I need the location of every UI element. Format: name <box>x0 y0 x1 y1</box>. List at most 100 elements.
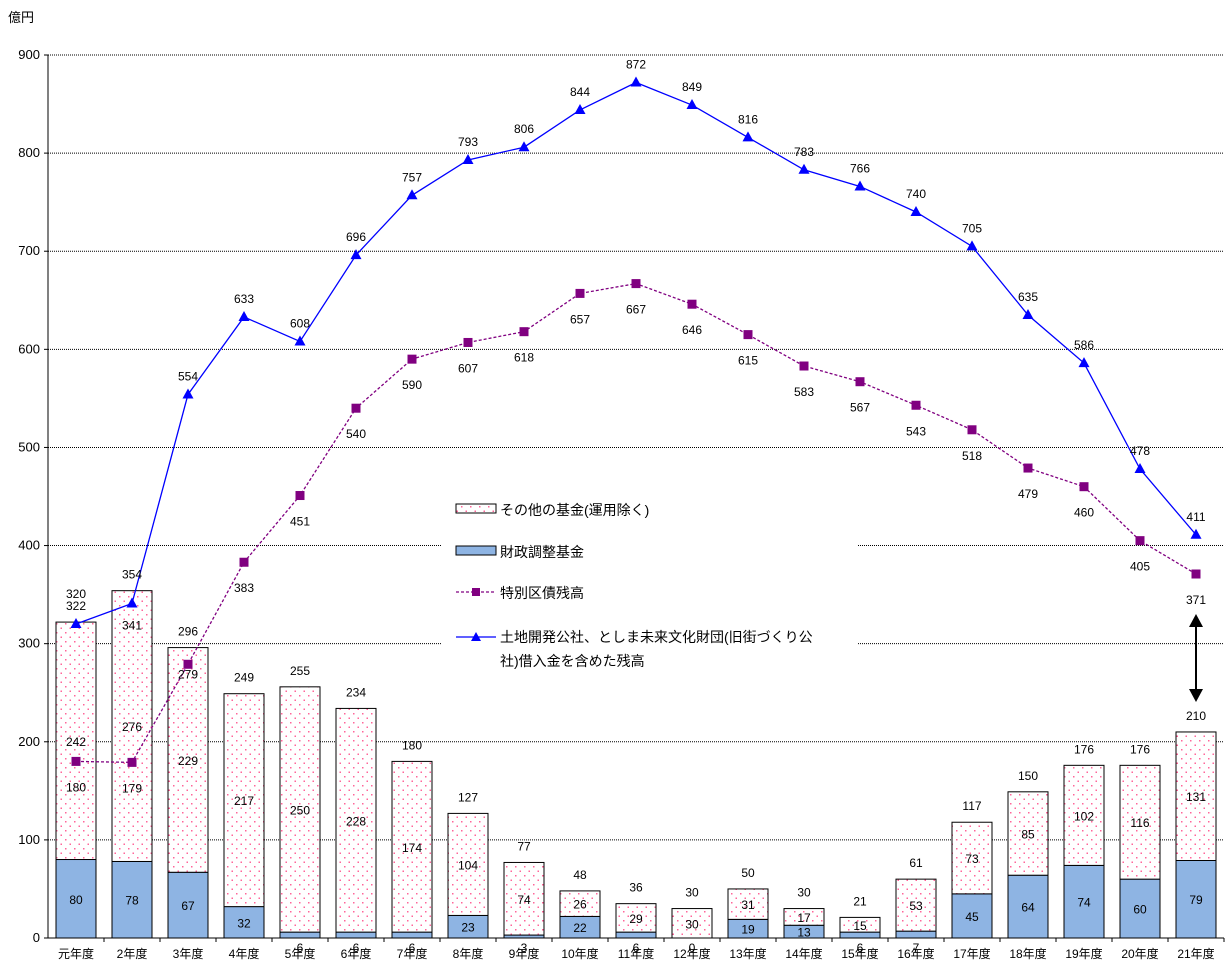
bar-other-funds <box>671 908 713 939</box>
legend-label-total-debt-line2: 社)借入金を含めた残高 <box>500 653 645 669</box>
special-bonds-label: 279 <box>178 667 198 681</box>
bar-total-label: 77 <box>517 839 531 853</box>
total-debt-marker <box>182 388 194 399</box>
bar-other-funds-label: 174 <box>402 841 422 855</box>
bar-total-label: 61 <box>909 856 923 870</box>
bar-fiscal-fund-label: 19 <box>741 923 755 937</box>
total-debt-marker <box>350 249 362 260</box>
special-bonds-label: 646 <box>682 323 702 337</box>
bar-other-funds <box>111 590 153 862</box>
x-tick-label: 10年度 <box>561 946 598 961</box>
total-debt-label: 411 <box>1186 510 1205 524</box>
bar-total-label: 210 <box>1186 709 1206 723</box>
legend-swatch-fiscal-fund <box>455 545 497 556</box>
bar-other-funds-label: 73 <box>965 852 979 866</box>
special-bonds-label: 618 <box>514 351 534 365</box>
x-tick-label: 16年度 <box>897 946 934 961</box>
y-tick-label: 400 <box>18 538 40 553</box>
bar-fiscal-fund-label: 3 <box>521 941 528 955</box>
bar-fiscal-fund-label: 32 <box>237 916 251 930</box>
x-tick-label: 7年度 <box>397 946 428 961</box>
bar-other-funds <box>55 621 97 861</box>
bar-fiscal-fund-label: 6 <box>633 941 640 955</box>
bar-fiscal-fund-label: 64 <box>1021 901 1035 915</box>
y-tick-label: 600 <box>18 341 40 356</box>
special-bonds-marker <box>911 400 921 410</box>
x-tick-label: 20年度 <box>1121 946 1158 961</box>
bar-fiscal-fund-label: 79 <box>1189 893 1203 907</box>
total-debt-label: 766 <box>850 161 870 175</box>
bar-other-funds <box>559 890 601 917</box>
total-debt-marker <box>238 310 250 321</box>
special-bonds-label: 180 <box>66 780 86 794</box>
bar-other-funds-label: 229 <box>178 754 198 768</box>
bar-fiscal-fund <box>839 931 881 939</box>
bar-fiscal-fund-label: 6 <box>297 941 304 955</box>
special-bonds-label: 667 <box>626 303 646 317</box>
bar-other-funds-label: 217 <box>234 794 254 808</box>
bar-fiscal-fund <box>895 930 937 939</box>
special-bonds-marker <box>855 377 865 387</box>
bar-other-funds-label: 250 <box>290 803 310 817</box>
y-tick-label: 500 <box>18 439 40 454</box>
total-debt-label: 635 <box>1018 290 1038 304</box>
total-debt-marker <box>406 189 418 200</box>
special-bonds-label: 451 <box>290 515 310 529</box>
total-debt-marker <box>518 141 530 152</box>
bar-fiscal-fund-label: 13 <box>797 926 811 940</box>
bar-other-funds-label: 228 <box>346 814 366 828</box>
bar-other-funds <box>951 821 993 895</box>
bar-other-funds-label: 17 <box>797 911 811 925</box>
bar-other-funds-label: 31 <box>741 898 755 912</box>
bar-other-funds <box>279 686 321 933</box>
y-tick-label: 0 <box>33 930 40 945</box>
bar-total-label: 234 <box>346 685 366 699</box>
total-debt-marker <box>126 597 138 608</box>
bar-other-funds-label: 15 <box>853 919 867 933</box>
bar-other-funds <box>167 647 209 873</box>
y-tick-label: 800 <box>18 145 40 160</box>
bar-other-funds <box>1119 764 1161 880</box>
y-tick-label: 900 <box>18 47 40 62</box>
total-debt-label: 341 <box>122 618 142 632</box>
special-bonds-label: 518 <box>962 449 982 463</box>
bar-total-label: 117 <box>962 799 981 813</box>
special-bonds-label: 583 <box>794 385 814 399</box>
bar-total-label: 30 <box>797 886 811 900</box>
bar-total-label: 249 <box>234 671 254 685</box>
special-bonds-marker <box>1191 569 1201 579</box>
legend-label-special-bonds: 特別区債残高 <box>500 585 584 601</box>
bar-fiscal-fund-label: 22 <box>573 921 587 935</box>
bar-other-funds-label: 53 <box>909 899 923 913</box>
total-debt-marker <box>910 205 922 216</box>
x-tick-label: 21年度 <box>1177 946 1214 961</box>
bar-other-funds-label: 30 <box>685 917 699 931</box>
total-debt-marker <box>1134 463 1146 474</box>
bar-fiscal-fund-label: 0 <box>689 941 696 955</box>
special-bonds-label: 615 <box>738 354 758 368</box>
special-bonds-marker <box>631 279 641 289</box>
total-debt-label: 478 <box>1130 444 1150 458</box>
bar-fiscal-fund-label: 6 <box>353 941 360 955</box>
y-tick-label: 100 <box>18 832 40 847</box>
bar-fiscal-fund <box>1175 859 1217 939</box>
total-debt-marker <box>462 153 474 164</box>
legend-marker-total-debt <box>471 632 481 641</box>
bar-fiscal-fund-label: 78 <box>125 894 139 908</box>
total-debt-marker <box>574 103 586 114</box>
bar-other-funds-label: 242 <box>66 735 86 749</box>
bar-other-funds <box>447 812 489 916</box>
special-bonds-label: 405 <box>1130 560 1150 574</box>
bar-total-label: 354 <box>122 568 142 582</box>
special-bonds-label: 479 <box>1018 487 1038 501</box>
bar-other-funds <box>223 693 265 908</box>
bar-other-funds <box>503 861 545 936</box>
lines <box>70 76 1202 767</box>
total-debt-label: 806 <box>514 122 534 136</box>
x-tick-label: 2年度 <box>117 946 148 961</box>
total-debt-marker <box>686 99 698 110</box>
special-bonds-marker <box>127 757 137 767</box>
bar-total-label: 322 <box>66 599 86 613</box>
bar-other-funds <box>1175 731 1217 861</box>
total-debt-label: 849 <box>682 80 702 94</box>
